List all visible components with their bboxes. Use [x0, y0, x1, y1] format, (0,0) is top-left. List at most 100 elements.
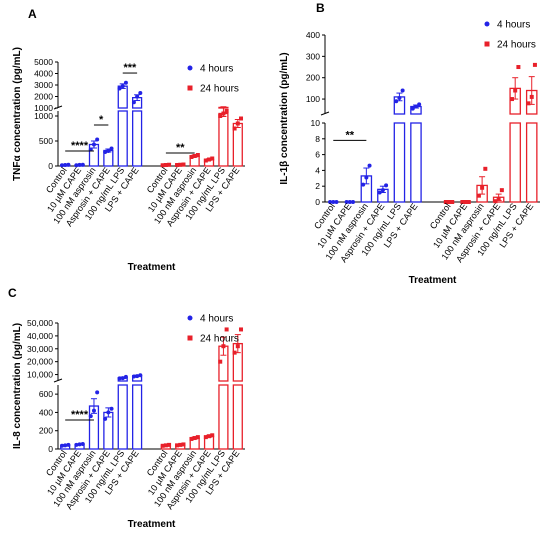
data-point: [347, 200, 352, 204]
legend-marker: [187, 335, 193, 341]
y-tick-label: 300: [306, 51, 320, 61]
data-point: [380, 188, 385, 193]
y-tick-label: 10,000: [27, 370, 53, 380]
data-point: [367, 163, 372, 168]
data-point: [232, 350, 237, 355]
data-point: [450, 200, 455, 204]
y-axis-title: IL-1β concentration (pg/mL): [279, 52, 290, 184]
axis-break: [320, 111, 330, 116]
data-point: [466, 200, 471, 204]
bar: [218, 112, 229, 167]
data-point: [160, 443, 165, 448]
legend-label: 24 hours: [497, 40, 536, 51]
data-point: [218, 359, 223, 364]
data-point: [123, 374, 128, 379]
y-tick-label: 600: [39, 389, 53, 399]
data-point: [175, 163, 180, 167]
legend-marker: [484, 21, 490, 27]
data-point: [499, 188, 504, 193]
panel-label: A: [28, 7, 37, 21]
data-point: [526, 101, 531, 106]
data-point: [509, 97, 514, 102]
data-point: [410, 106, 415, 111]
legend-label: 4 hours: [200, 64, 233, 75]
data-point: [131, 374, 136, 379]
data-point: [91, 408, 96, 413]
data-point: [181, 162, 186, 167]
data-point: [413, 104, 418, 109]
significance-label: ***: [124, 62, 138, 74]
legend-marker: [187, 65, 193, 71]
data-point: [221, 344, 226, 349]
data-point: [178, 442, 183, 447]
y-tick-label: 200: [306, 73, 320, 83]
data-point: [493, 199, 498, 204]
significance-label: ****: [71, 409, 89, 421]
data-point: [532, 62, 537, 67]
data-point: [106, 410, 111, 415]
y-tick-label: 40,000: [27, 331, 53, 341]
data-point: [138, 373, 143, 378]
significance-label: *: [99, 114, 104, 126]
legend-marker: [187, 85, 193, 91]
y-tick-label: 5000: [34, 57, 53, 67]
data-point: [135, 374, 140, 379]
x-axis-title: Treatment: [128, 262, 176, 273]
bar: [132, 384, 143, 450]
significance-label: ****: [71, 140, 89, 152]
data-point: [59, 443, 64, 448]
y-axis-title: TNFα concentration (pg/mL): [12, 47, 23, 181]
data-point: [235, 121, 240, 126]
data-point: [384, 183, 389, 188]
data-point: [192, 436, 197, 441]
data-point: [483, 166, 488, 171]
data-point: [66, 442, 71, 447]
data-point: [463, 200, 468, 204]
y-tick-label: 10: [311, 118, 321, 128]
data-point: [192, 154, 197, 158]
data-point: [88, 414, 93, 419]
data-point: [344, 200, 349, 204]
data-point: [74, 442, 79, 447]
data-point: [131, 100, 136, 105]
data-point: [120, 84, 125, 89]
bar: [393, 122, 406, 203]
data-point: [210, 433, 215, 438]
data-point: [135, 94, 140, 99]
y-tick-label: 0: [48, 161, 53, 171]
bar: [232, 384, 243, 450]
data-point: [74, 163, 79, 168]
data-point: [91, 142, 96, 147]
data-point: [447, 200, 452, 204]
data-point: [476, 193, 481, 198]
data-point: [120, 376, 125, 381]
data-point: [460, 200, 465, 204]
legend-marker: [484, 41, 490, 47]
data-point: [59, 163, 64, 168]
y-tick-label: 4000: [34, 69, 53, 79]
y-tick-label: 8: [315, 134, 320, 144]
data-point: [80, 441, 85, 446]
data-point: [106, 149, 111, 153]
data-point: [167, 162, 172, 167]
data-point: [224, 109, 229, 113]
data-point: [163, 163, 168, 167]
data-point: [175, 443, 180, 448]
y-tick-label: 50,000: [27, 318, 53, 328]
y-tick-label: 0: [315, 197, 320, 207]
y-tick-label: 0: [48, 444, 53, 454]
y-tick-label: 3000: [34, 80, 53, 90]
data-point: [235, 344, 240, 349]
data-point: [443, 200, 448, 204]
data-point: [203, 158, 208, 163]
y-tick-label: 20,000: [27, 357, 53, 367]
y-tick-label: 2: [315, 181, 320, 191]
data-point: [334, 200, 339, 204]
legend-label: 4 hours: [200, 314, 233, 325]
data-point: [63, 443, 68, 448]
bar: [117, 110, 128, 167]
data-point: [103, 150, 108, 154]
data-point: [123, 80, 128, 85]
data-point: [221, 111, 226, 116]
